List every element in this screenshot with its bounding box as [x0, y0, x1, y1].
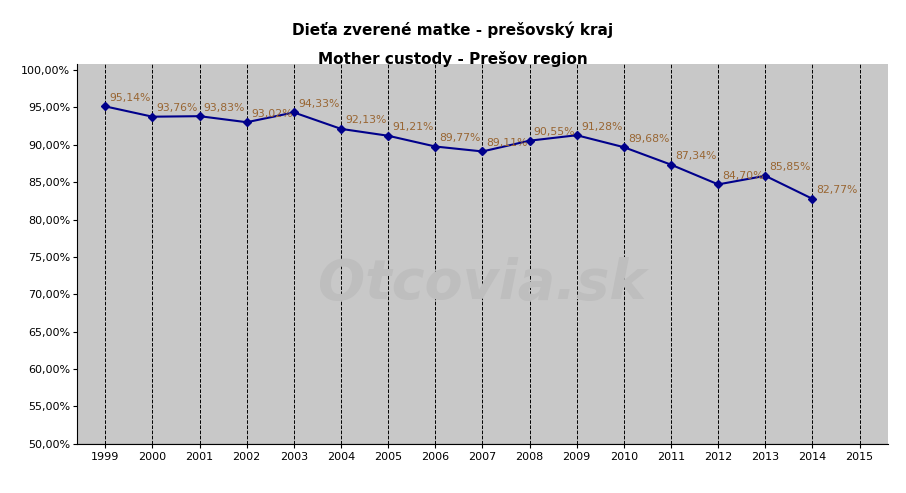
Text: 90,55%: 90,55%: [534, 127, 575, 137]
Text: 95,14%: 95,14%: [110, 93, 150, 103]
Text: 85,85%: 85,85%: [769, 162, 811, 172]
Text: 89,77%: 89,77%: [439, 133, 481, 143]
Text: Dieťa zverené matke - prešovský kraj: Dieťa zverené matke - prešovský kraj: [293, 21, 613, 38]
Text: 92,13%: 92,13%: [345, 115, 387, 125]
Text: 89,11%: 89,11%: [487, 138, 528, 148]
Text: 89,68%: 89,68%: [628, 134, 670, 143]
Text: 82,77%: 82,77%: [816, 185, 858, 195]
Text: Mother custody - Prešov region: Mother custody - Prešov region: [318, 51, 588, 67]
Text: 91,21%: 91,21%: [392, 122, 434, 132]
Text: 94,33%: 94,33%: [298, 99, 340, 109]
Text: 87,34%: 87,34%: [675, 151, 717, 161]
Text: 93,83%: 93,83%: [204, 103, 246, 112]
Text: Otcovia.sk: Otcovia.sk: [318, 257, 647, 311]
Text: 91,28%: 91,28%: [581, 122, 622, 132]
Text: 84,70%: 84,70%: [722, 171, 764, 181]
Text: 93,76%: 93,76%: [157, 103, 198, 113]
Text: 93,02%: 93,02%: [251, 108, 293, 119]
